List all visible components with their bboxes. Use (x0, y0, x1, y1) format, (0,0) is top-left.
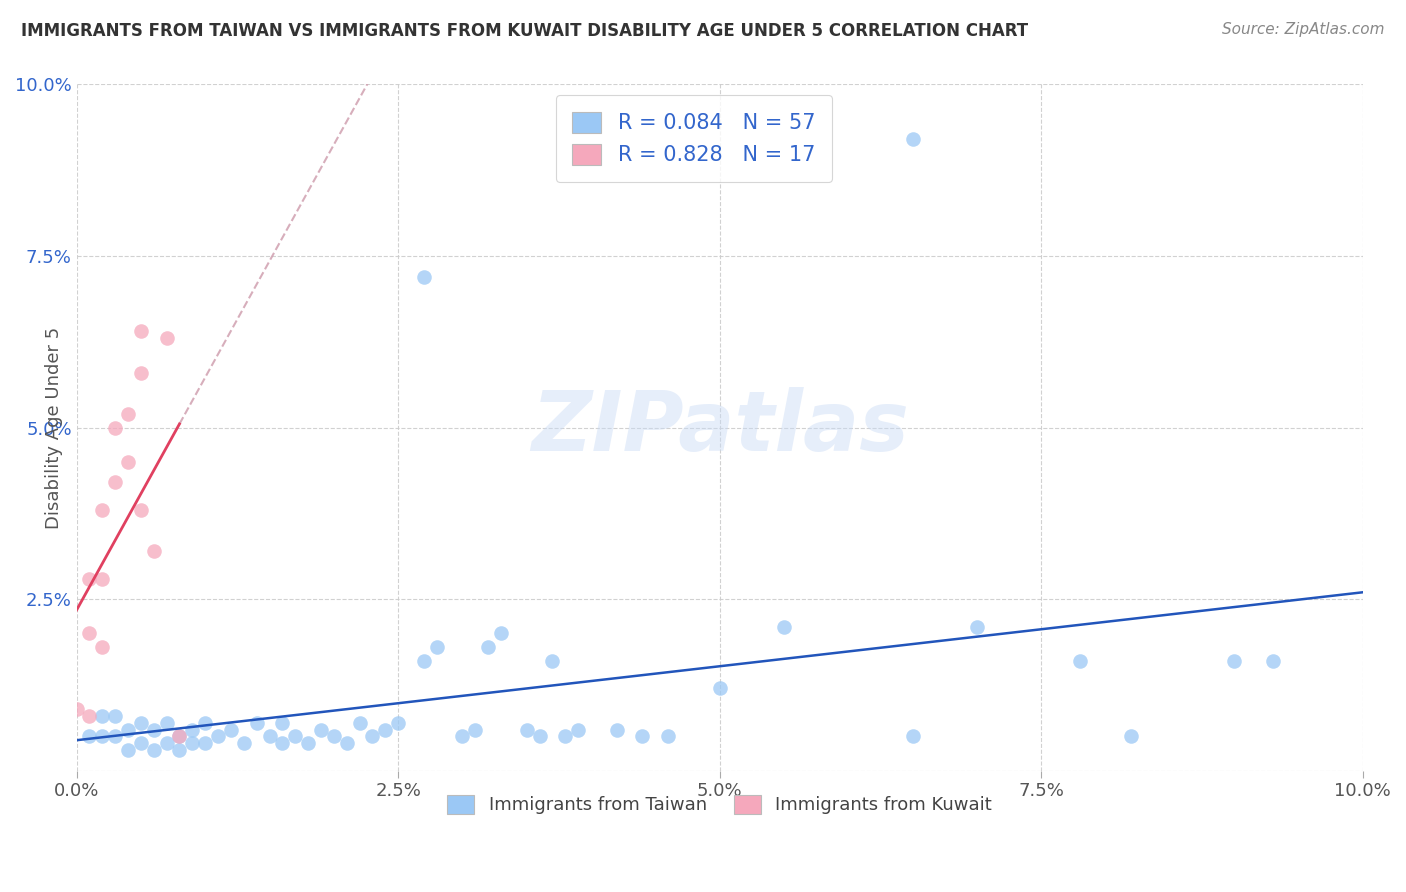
Point (1261, 654, 1284, 668)
Point (966, 619, 988, 633)
Point (117, 407, 139, 421)
Point (207, 730, 229, 744)
Point (194, 736, 217, 750)
Point (91, 708, 114, 723)
Point (901, 730, 924, 744)
Point (156, 736, 179, 750)
Point (477, 640, 499, 655)
Point (489, 626, 512, 640)
Point (65, 702, 87, 716)
Text: Source: ZipAtlas.com: Source: ZipAtlas.com (1222, 22, 1385, 37)
Point (773, 619, 796, 633)
Point (412, 269, 434, 284)
Point (129, 366, 152, 380)
Point (451, 730, 474, 744)
Legend: Immigrants from Taiwan, Immigrants from Kuwait: Immigrants from Taiwan, Immigrants from … (439, 786, 1001, 823)
Point (606, 723, 628, 737)
Point (284, 730, 307, 744)
Point (79, 626, 101, 640)
Text: ZIPatlas: ZIPatlas (530, 387, 908, 468)
Point (79, 730, 101, 744)
Y-axis label: Disability Age Under 5: Disability Age Under 5 (45, 326, 63, 529)
Point (117, 743, 139, 757)
Point (631, 730, 654, 744)
Point (271, 715, 294, 730)
Text: IMMIGRANTS FROM TAIWAN VS IMMIGRANTS FROM KUWAIT DISABILITY AGE UNDER 5 CORRELAT: IMMIGRANTS FROM TAIWAN VS IMMIGRANTS FRO… (21, 22, 1028, 40)
Point (387, 715, 409, 730)
Point (104, 730, 127, 744)
Point (169, 730, 191, 744)
Point (901, 132, 924, 146)
Point (91, 640, 114, 655)
Point (1223, 654, 1246, 668)
Point (91, 503, 114, 517)
Point (297, 736, 319, 750)
Point (79, 572, 101, 586)
Point (336, 736, 359, 750)
Point (129, 715, 152, 730)
Point (156, 331, 179, 345)
Point (361, 730, 384, 744)
Point (1121, 730, 1143, 744)
Point (541, 654, 564, 668)
Point (129, 325, 152, 339)
Point (129, 736, 152, 750)
Point (156, 715, 179, 730)
Point (554, 730, 576, 744)
Point (259, 730, 281, 744)
Point (412, 654, 434, 668)
Point (232, 736, 254, 750)
Point (426, 640, 449, 655)
Point (464, 723, 486, 737)
Point (117, 723, 139, 737)
Point (169, 743, 191, 757)
Point (322, 730, 344, 744)
Point (91, 730, 114, 744)
Point (529, 730, 551, 744)
Point (142, 544, 165, 558)
Point (104, 420, 127, 434)
Point (142, 723, 165, 737)
Point (181, 736, 204, 750)
Point (246, 715, 269, 730)
Point (104, 708, 127, 723)
Point (104, 475, 127, 490)
Point (516, 723, 538, 737)
Point (567, 723, 589, 737)
Point (271, 736, 294, 750)
Point (194, 715, 217, 730)
Point (1069, 654, 1091, 668)
Point (657, 730, 679, 744)
Point (142, 743, 165, 757)
Point (709, 681, 731, 696)
Point (79, 708, 101, 723)
Point (117, 455, 139, 469)
Point (91, 572, 114, 586)
Point (181, 723, 204, 737)
Point (219, 723, 242, 737)
Point (374, 723, 396, 737)
Point (169, 730, 191, 744)
Point (349, 715, 371, 730)
Point (129, 503, 152, 517)
Point (309, 723, 332, 737)
